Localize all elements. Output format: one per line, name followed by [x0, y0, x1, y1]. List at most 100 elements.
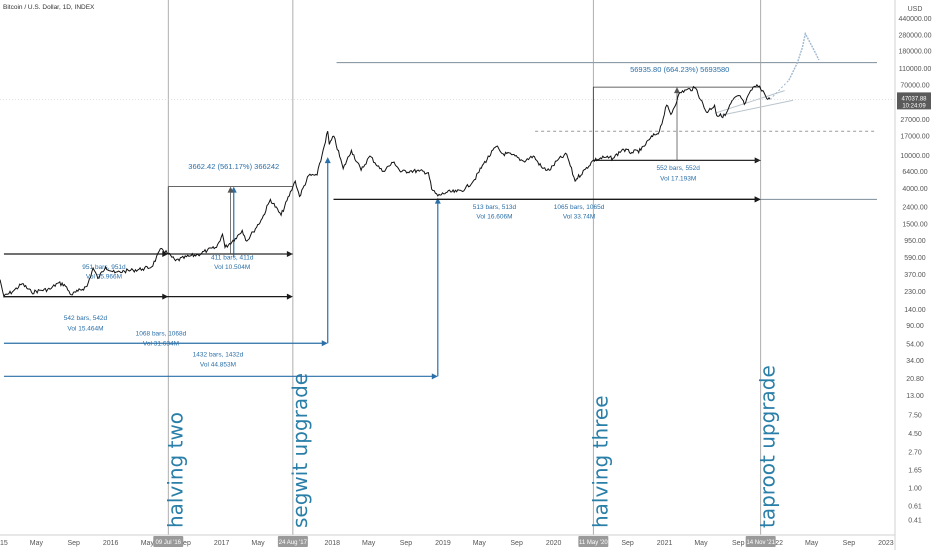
y-tick-label: 370.00 — [904, 272, 926, 279]
projection-line — [788, 31, 820, 81]
range-label: 951 bars, 951d — [82, 264, 126, 271]
last-price-countdown: 10:24:09 — [902, 103, 926, 109]
x-date-badge-label: 11 May '20 — [579, 540, 608, 546]
y-tick-label: 34.00 — [906, 358, 924, 365]
range-arrow-head — [754, 196, 761, 203]
y-tick-label: 1.00 — [908, 485, 922, 492]
x-tick-label: Sep — [67, 540, 80, 547]
x-date-badge — [578, 536, 609, 547]
x-tick-label: Sep — [400, 540, 413, 547]
x-tick-label: May — [141, 540, 155, 547]
range-label: 1068 bars, 1068d — [136, 331, 187, 338]
range-arrow-head — [162, 251, 169, 258]
y-tick-label: 2.70 — [908, 450, 922, 457]
y-tick-label: 1.65 — [908, 467, 922, 474]
range-label: 411 bars, 411d — [211, 254, 254, 261]
x-date-badge-label: 09 Jul '16 — [156, 540, 182, 546]
range-up-head — [434, 197, 441, 204]
range-volume: Vol 25.966M — [86, 274, 122, 281]
price-line — [0, 83, 771, 298]
y-tick-label: 90.00 — [906, 323, 924, 330]
y-tick-label: 140.00 — [904, 307, 926, 314]
range-label: 1432 bars, 1432d — [193, 352, 244, 359]
range-volume: Vol 16.606M — [476, 213, 512, 220]
range-arrow-head — [431, 373, 438, 380]
event-lines: halving two segwit upgrade halving three ta… — [163, 0, 780, 535]
x-tick-label: May — [251, 540, 265, 547]
event-label: segwit upgrade — [288, 373, 312, 528]
x-tick-label: Sep — [843, 540, 856, 547]
currency-label: USD — [908, 6, 923, 13]
range-volume: Vol 15.464M — [67, 326, 103, 333]
range-up-head — [324, 157, 331, 164]
last-price-badge — [897, 92, 931, 110]
x-date-badge — [277, 536, 308, 547]
y-tick-label: 54.00 — [906, 341, 924, 348]
last-price-value: 47037.88 — [901, 96, 927, 102]
range-label: 513 bars, 513d — [473, 204, 517, 211]
x-tick-label: 2023 — [878, 540, 894, 547]
y-tick-label: 1500.00 — [902, 221, 927, 228]
x-tick-label: 2015 — [0, 540, 8, 547]
projection-link — [769, 79, 790, 100]
x-date-badge-label: 14 Nov '21 — [746, 540, 775, 546]
x-tick-label: 2016 — [103, 540, 119, 547]
x-tick-label: Sep — [510, 540, 523, 547]
range-volume: Vol 17.193M — [660, 175, 696, 182]
horizontal-levels — [333, 62, 877, 200]
channel-line — [714, 90, 785, 114]
x-date-badge-label: 24 Aug '17 — [279, 540, 308, 546]
y-tick-label: 10000.00 — [900, 153, 929, 160]
x-tick-label: May — [805, 540, 819, 547]
measure-arrow-head — [227, 186, 234, 193]
y-tick-label: 2400.00 — [902, 204, 927, 211]
y-tick-label: 590.00 — [904, 255, 926, 262]
y-tick-label: 20.80 — [906, 376, 924, 383]
range-arrow-head — [321, 340, 328, 347]
x-tick-label: 2021 — [657, 540, 673, 547]
measure-arrow-head — [674, 87, 681, 94]
x-tick-label: 2020 — [546, 540, 562, 547]
x-tick-label: May — [694, 540, 708, 547]
measure-label: 3662.42 (561.17%) 366242 — [188, 162, 279, 171]
y-tick-label: 230.00 — [904, 289, 926, 296]
range-label: 542 bars, 542d — [64, 315, 108, 322]
x-tick-label: 2017 — [214, 540, 230, 547]
y-tick-label: 0.41 — [908, 518, 922, 525]
y-tick-label: 110000.00 — [899, 66, 932, 73]
price-series — [0, 31, 820, 298]
measure-label: 56935.80 (664.23%) 5693580 — [630, 65, 729, 74]
y-tick-label: 27000.00 — [900, 117, 929, 124]
x-tick-label: Sep — [621, 540, 634, 547]
x-tick-label: May — [362, 540, 376, 547]
range-volume: Vol 33.74M — [563, 213, 596, 220]
y-tick-label: 7.50 — [908, 413, 922, 420]
symbol-title: Bitcoin / U.S. Dollar, 1D, INDEX — [3, 4, 95, 11]
x-date-badge — [745, 536, 776, 547]
event-label: taproot upgrade — [756, 365, 780, 528]
x-tick-label: 2019 — [435, 540, 451, 547]
range-volume: Vol 44.853M — [200, 361, 236, 368]
range-label: 1065 bars, 1065d — [554, 204, 605, 211]
x-date-badge — [153, 536, 184, 547]
y-tick-label: 950.00 — [904, 238, 926, 245]
y-tick-label: 280000.00 — [898, 32, 931, 39]
channel-line — [719, 99, 794, 117]
event-label: halving two — [163, 412, 187, 528]
y-tick-label: 17000.00 — [900, 134, 929, 141]
x-tick-label: May — [473, 540, 487, 547]
y-tick-label: 4000.00 — [902, 186, 927, 193]
date-range-tools: 542 bars, 542d Vol 15.464M 951 bars, 951d V… — [3, 157, 761, 380]
y-tick-label: 180000.00 — [898, 48, 931, 55]
x-tick-label: Sep — [178, 540, 191, 547]
y-tick-label: 4.50 — [908, 431, 922, 438]
x-axis[interactable]: 2015 May Sep 2016 May Sep 2017 May Sep 2018 May Sep… — [0, 534, 895, 547]
event-label: halving three — [588, 395, 612, 528]
y-tick-label: 70000.00 — [900, 83, 929, 90]
y-tick-label: 13.00 — [906, 393, 924, 400]
y-tick-label: 0.61 — [908, 503, 922, 510]
range-volume: Vol 10.504M — [214, 264, 250, 271]
x-tick-label: Sep — [732, 540, 745, 547]
